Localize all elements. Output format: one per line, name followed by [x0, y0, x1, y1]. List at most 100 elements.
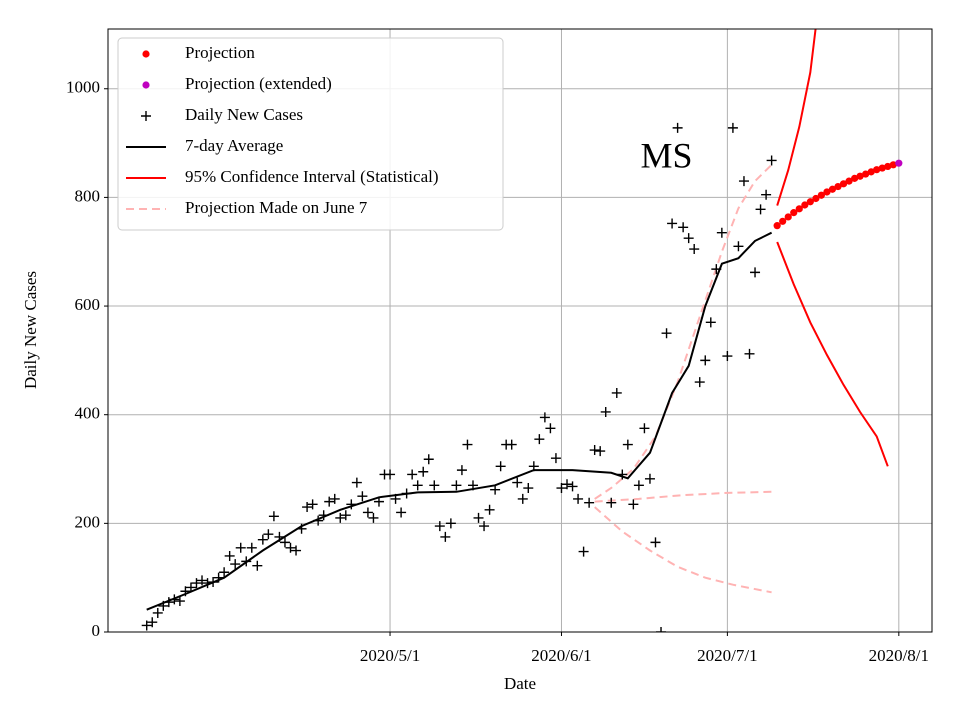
- plus-marker: [611, 387, 622, 398]
- projection-point: [850, 174, 859, 182]
- plus-marker: [451, 480, 462, 491]
- plus-marker: [174, 596, 185, 607]
- plus-marker: [578, 546, 589, 557]
- series-line: [146, 231, 773, 611]
- series-line: [594, 506, 772, 594]
- plus-marker: [307, 499, 318, 510]
- plus-marker: [351, 477, 362, 488]
- plus-marker: [318, 510, 329, 521]
- projection-point: [823, 188, 831, 196]
- plus-marker: [744, 348, 755, 359]
- plus-marker: [545, 423, 556, 434]
- plus-marker: [390, 493, 401, 504]
- plus-marker: [252, 560, 263, 571]
- plus-marker: [268, 511, 279, 522]
- plus-marker: [539, 412, 550, 423]
- legend-label: 7-day Average: [185, 136, 283, 155]
- legend-box: [117, 37, 504, 231]
- plus-marker: [191, 578, 202, 589]
- plus-marker: [285, 542, 296, 553]
- plus-marker: [180, 586, 191, 597]
- x-axis-label: Date: [504, 674, 536, 693]
- plus-marker: [517, 493, 528, 504]
- plus-marker: [528, 461, 539, 472]
- plus-marker: [152, 607, 163, 618]
- projection-point: [790, 209, 798, 217]
- legend-label: Projection (extended): [185, 74, 332, 93]
- plus-marker: [750, 267, 761, 278]
- plus-marker: [589, 445, 600, 456]
- plus-marker: [213, 572, 224, 583]
- plus-marker: [722, 351, 733, 362]
- plus-marker: [440, 531, 451, 542]
- projection-point: [884, 162, 892, 171]
- y-tick-label: 600: [75, 295, 101, 314]
- plus-marker: [761, 189, 772, 200]
- projection-point: [779, 217, 787, 225]
- plus-marker: [484, 504, 495, 515]
- projection-point: [812, 194, 820, 203]
- projection-point: [806, 198, 814, 206]
- plus-marker: [584, 497, 595, 508]
- plus-marker: [711, 264, 722, 275]
- plus-marker: [755, 204, 766, 215]
- plus-marker: [197, 575, 208, 586]
- plus-marker: [163, 597, 174, 608]
- plus-marker: [324, 496, 335, 507]
- projection-point: [828, 185, 837, 193]
- plus-marker: [622, 439, 633, 450]
- plus-marker: [396, 507, 407, 518]
- projection-point: [867, 168, 875, 176]
- plus-marker: [246, 542, 257, 553]
- projection-point: [856, 172, 864, 180]
- plus-marker: [727, 122, 738, 133]
- plus-marker: [456, 465, 467, 476]
- legend-label: Projection: [185, 43, 255, 62]
- plus-marker: [141, 111, 151, 121]
- plus-marker: [412, 480, 423, 491]
- plus-marker: [368, 512, 379, 523]
- y-tick-label: 400: [75, 404, 101, 423]
- projection-point: [817, 191, 825, 199]
- plus-marker: [556, 483, 567, 494]
- plus-marker: [445, 518, 456, 529]
- plus-marker: [656, 627, 667, 632]
- plus-marker: [705, 317, 716, 328]
- projection-point: [878, 164, 886, 172]
- projection-point: [834, 182, 842, 191]
- x-tick-label: 2020/6/1: [531, 646, 591, 665]
- plus-marker: [738, 176, 749, 187]
- legend-marker: [142, 81, 150, 89]
- projection-point: [862, 170, 870, 178]
- plus-marker: [689, 244, 700, 255]
- plus-marker: [562, 479, 573, 490]
- plus-marker: [600, 406, 611, 417]
- plus-marker: [534, 434, 545, 445]
- legend-label: 95% Confidence Interval (Statistical): [185, 167, 439, 186]
- plus-marker: [362, 507, 373, 518]
- plus-marker: [667, 218, 678, 229]
- plus-marker: [567, 481, 578, 492]
- plus-marker: [678, 222, 689, 233]
- plus-marker: [434, 521, 445, 532]
- y-tick-label: 0: [92, 621, 101, 640]
- y-tick-label: 200: [75, 512, 101, 531]
- plus-marker: [462, 439, 473, 450]
- plus-marker: [672, 122, 683, 133]
- x-tick-label: 2020/8/1: [869, 646, 929, 665]
- plus-marker: [606, 497, 617, 508]
- y-tick-label: 1000: [66, 78, 100, 97]
- legend-marker: [142, 50, 150, 58]
- legend: Projection Projection (extended) Daily New…: [117, 37, 504, 231]
- axes-frame: [107, 28, 933, 633]
- plus-marker: [279, 537, 290, 548]
- plus-marker: [219, 567, 230, 578]
- series-line: [594, 490, 772, 503]
- legend-label: Projection Made on June 7: [185, 198, 368, 217]
- plus-marker: [418, 466, 429, 477]
- plus-marker: [385, 469, 396, 480]
- projection-point: [889, 161, 897, 169]
- plus-marker: [495, 461, 506, 472]
- projection-point: [784, 213, 792, 221]
